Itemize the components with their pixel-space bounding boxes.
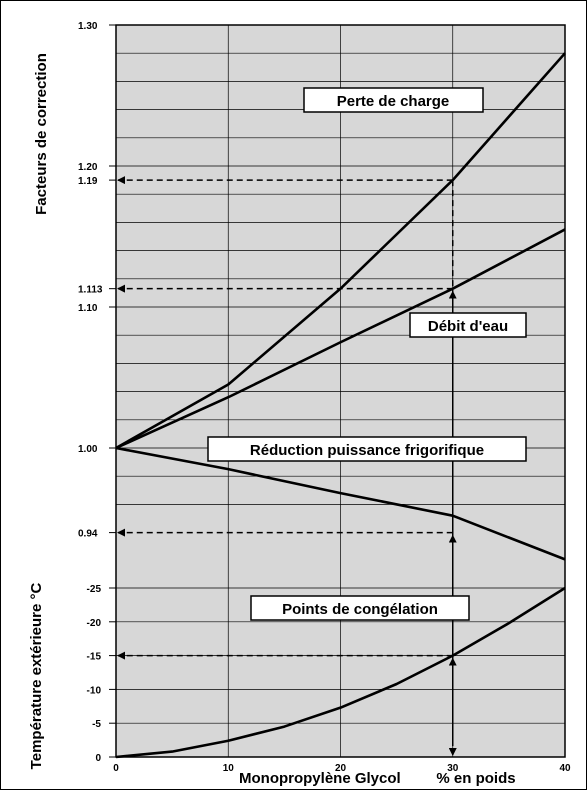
label-box-perte-de-charge: Perte de charge: [303, 87, 484, 113]
y-tick-label: -15: [87, 652, 102, 663]
y-tick-label: 0.94: [78, 529, 98, 540]
series-label-reduction-puissance: Réduction puissance frigorifique: [250, 442, 484, 459]
y-tick-label: -20: [87, 618, 102, 629]
series-line: [115, 586, 566, 759]
x-tick-label: 0: [113, 763, 119, 774]
y-tick-label: 1.30: [78, 21, 98, 32]
y-tick-label: 1.113: [78, 285, 103, 296]
reading-arrows: [117, 176, 457, 756]
plot-border: [115, 24, 566, 758]
y-tick-label: -5: [92, 719, 101, 730]
x-axis-label: Monopropylène Glycol: [239, 770, 401, 787]
series-label-debit-eau: Débit d'eau: [428, 318, 508, 335]
x-tick-label: 20: [335, 763, 347, 774]
y-axis-label-top: Facteurs de correction: [33, 53, 50, 215]
tick-labels: 1.30 1.20 1.19 1.113 1.10 1.00 0.94 -25 -20 -15 -1…: [78, 21, 571, 774]
x-tick-label: 40: [559, 763, 571, 774]
y-tick-label: 1.00: [78, 444, 98, 455]
y-tick-label: 1.19: [78, 176, 98, 187]
series-line: [115, 228, 566, 450]
x-tick-label: 10: [223, 763, 235, 774]
y-tick-label: 0: [95, 753, 101, 764]
y-tick-label: -25: [87, 584, 102, 595]
y-axis-label-bottom: Température extérieure °C: [28, 583, 45, 770]
series-label-perte-de-charge: Perte de charge: [337, 93, 450, 110]
label-box-debit-eau: Débit d'eau: [409, 312, 527, 338]
series-line: [115, 446, 566, 561]
y-axis-label-bottom-text: Température extérieure °C: [28, 583, 45, 770]
y-tick-label: 1.10: [78, 303, 98, 314]
series-label-points-congelation: Points de congélation: [282, 601, 438, 618]
y-tick-label: -10: [87, 685, 102, 696]
y-tick-label: 1.20: [78, 162, 98, 173]
x-axis-unit: % en poids: [436, 770, 515, 787]
label-box-points-congelation: Points de congélation: [250, 595, 470, 621]
x-tick-label: 30: [447, 763, 459, 774]
label-box-reduction-puissance: Réduction puissance frigorifique: [207, 436, 527, 462]
